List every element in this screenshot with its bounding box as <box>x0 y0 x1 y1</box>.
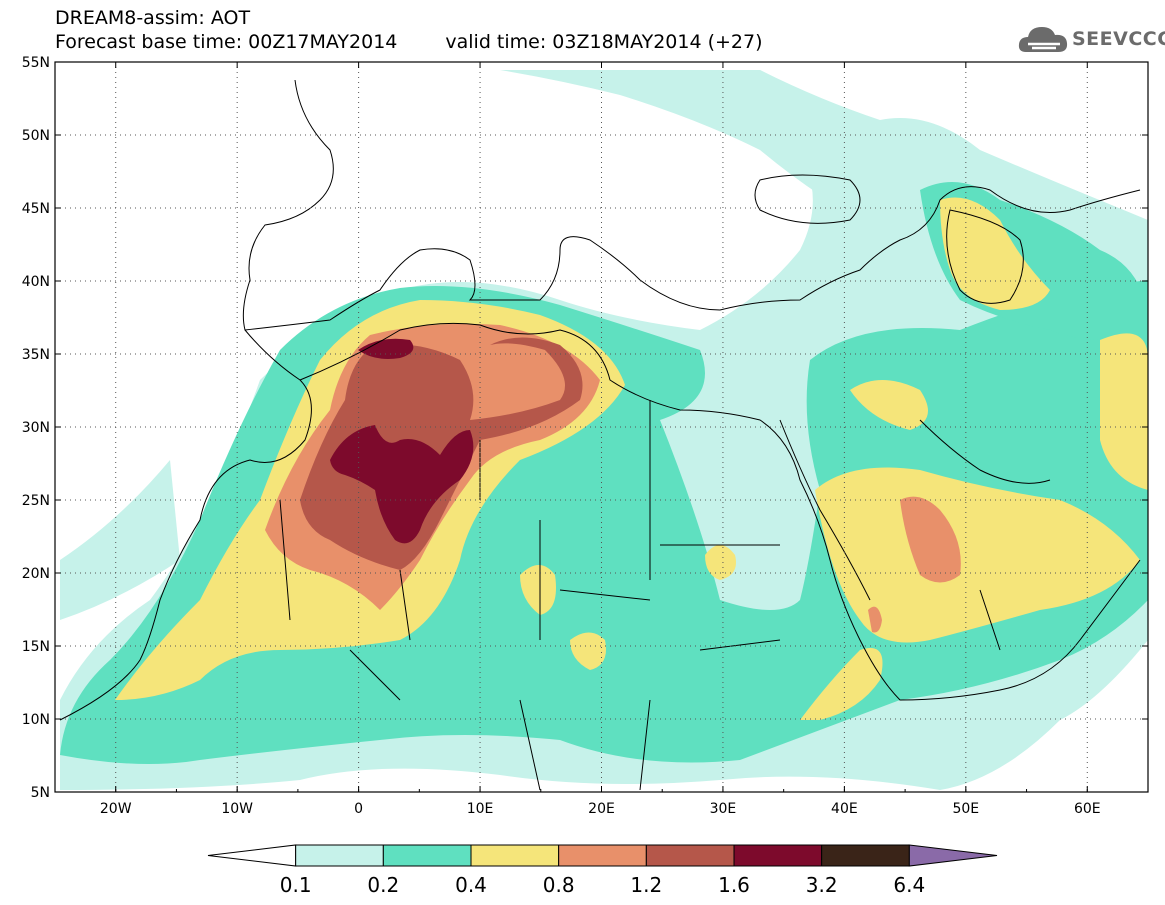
aot-band-0-1-east <box>500 70 887 230</box>
colorbar-label: 0.1 <box>280 873 312 897</box>
lon-label: 10E <box>467 801 494 817</box>
lat-label: 25N <box>22 493 50 509</box>
colorbar-cell <box>821 844 910 867</box>
valid-time: valid time: 03Z18MAY2014 (+27) <box>445 31 763 53</box>
lon-label: 40E <box>831 801 858 817</box>
colorbar-cell <box>558 844 647 867</box>
base-time: Forecast base time: 00Z17MAY2014 <box>55 31 398 53</box>
colorbar-label: 0.8 <box>543 873 575 897</box>
colorbar-cell-high <box>908 844 998 867</box>
colorbar-label: 6.4 <box>893 873 925 897</box>
colorbar-cell <box>295 844 384 867</box>
colorbar-label: 0.2 <box>367 873 399 897</box>
aot-band-1-6-north <box>358 338 414 359</box>
lon-label: 0 <box>354 801 363 817</box>
colorbar-cell-low <box>207 844 297 867</box>
colorbar-cell <box>382 844 472 867</box>
lon-label: 10W <box>221 801 253 817</box>
border-lines <box>279 400 1001 791</box>
aot-band-0-4-iraq <box>850 380 928 430</box>
coastlines <box>59 79 1141 791</box>
aot-band-0-8-redsea <box>868 606 882 633</box>
coast-gulf <box>919 419 1051 484</box>
graticule <box>55 62 1148 792</box>
coast-redsea <box>779 419 871 601</box>
colorbar-cell <box>645 844 735 867</box>
cloud-icon <box>1018 27 1068 52</box>
coast-europe <box>242 79 1141 331</box>
lat-label: 45N <box>22 201 50 217</box>
aot-band-0-4-sahel2 <box>520 565 556 615</box>
coast-northafrica <box>299 322 1141 701</box>
aot-band-0-4-iran <box>1100 333 1148 490</box>
lat-label: 20N <box>22 566 50 582</box>
colorbar-label: 0.4 <box>455 873 487 897</box>
lat-label: 5N <box>31 785 50 801</box>
seevccc-logo: SEEVCCC <box>1018 22 1165 58</box>
lat-label: 10N <box>22 712 50 728</box>
lon-label: 20W <box>100 801 132 817</box>
colorbar-label: 1.2 <box>630 873 662 897</box>
aot-band-0-4-hornafrica <box>800 648 883 720</box>
colorbar-label: 1.6 <box>718 873 750 897</box>
aot-band-0-4-sahel1 <box>570 632 606 670</box>
colorbar: 0.1 0.2 0.4 0.8 1.2 1.6 3.2 6.4 <box>207 844 998 897</box>
lat-label: 35N <box>22 347 50 363</box>
aot-band-0-8-arabia <box>900 496 961 583</box>
lon-label: 30E <box>710 801 737 817</box>
colorbar-cell <box>470 844 560 867</box>
coast-africa <box>59 329 312 721</box>
aot-band-0-4-caspian <box>940 197 1050 310</box>
lat-label: 30N <box>22 420 50 436</box>
map-title: DREAM8-assim: AOT <box>55 7 251 29</box>
aot-band-1-6-main <box>330 425 474 544</box>
latitude-axis: 55N 50N 45N 40N 35N 30N 25N 20N 15N 10N 5N <box>22 55 1148 801</box>
lat-label: 15N <box>22 639 50 655</box>
forecast-times: Forecast base time: 00Z17MAY2014 valid ti… <box>55 32 763 52</box>
colorbar-cell <box>733 844 823 867</box>
coast-caspian <box>946 209 1024 304</box>
coast-blacksea <box>754 174 861 224</box>
lon-label: 60E <box>1074 801 1101 817</box>
colorbar-label: 3.2 <box>806 873 838 897</box>
lon-label: 50E <box>952 801 979 817</box>
lat-label: 40N <box>22 274 50 290</box>
aot-band-0-4-arabia <box>815 467 1140 643</box>
aot-band-0-4-sudan <box>705 545 736 580</box>
lat-label: 55N <box>22 55 50 71</box>
logo-text: SEEVCCC <box>1072 28 1165 50</box>
lat-label: 50N <box>22 128 50 144</box>
aot-field <box>60 70 1148 790</box>
longitude-axis: 20W 10W 0 10E 20E 30E 40E 50E 60E <box>54 62 1149 817</box>
lon-label: 20E <box>588 801 615 817</box>
